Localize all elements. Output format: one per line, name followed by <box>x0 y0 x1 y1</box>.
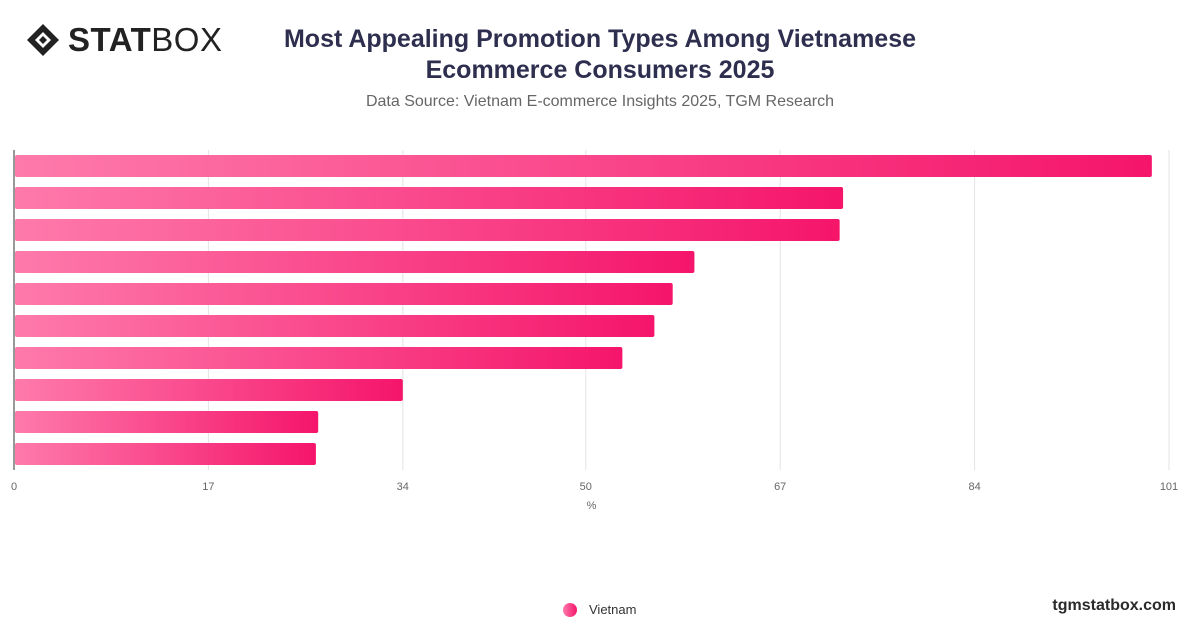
legend-marker-icon <box>563 602 577 617</box>
chart-subtitle: Data Source: Vietnam E-commerce Insights… <box>365 93 835 110</box>
logo-text-thin: BOX <box>151 21 223 58</box>
x-tick-label: 84 <box>968 481 980 493</box>
site-url: tgmstatbox.com <box>1052 597 1176 614</box>
bar <box>15 347 623 369</box>
bar <box>15 155 1152 177</box>
bar <box>15 283 673 305</box>
bar <box>15 411 319 433</box>
x-tick-label: 0 <box>11 481 17 493</box>
x-tick-label: 101 <box>1160 481 1178 493</box>
bar <box>15 219 840 241</box>
bar <box>15 187 844 209</box>
bar <box>15 315 655 337</box>
chart-title: Most Appealing Promotion Types Among Vie… <box>283 25 917 84</box>
x-axis-label: % <box>587 500 597 512</box>
logo-wordmark: STATBOX <box>68 22 222 58</box>
x-tick-label: 50 <box>580 481 592 493</box>
legend-label: Vietnam <box>589 602 637 617</box>
bar <box>15 379 403 401</box>
logo: STATBOX <box>26 22 222 58</box>
x-tick-label: 34 <box>397 481 409 493</box>
statbox-logo-icon <box>27 24 59 56</box>
bar <box>15 251 695 273</box>
legend[interactable]: Vietnam <box>563 602 636 617</box>
x-tick-label: 67 <box>774 481 786 493</box>
logo-text-bold: STAT <box>68 21 152 58</box>
bar <box>15 443 316 465</box>
x-tick-label: 17 <box>202 481 214 493</box>
